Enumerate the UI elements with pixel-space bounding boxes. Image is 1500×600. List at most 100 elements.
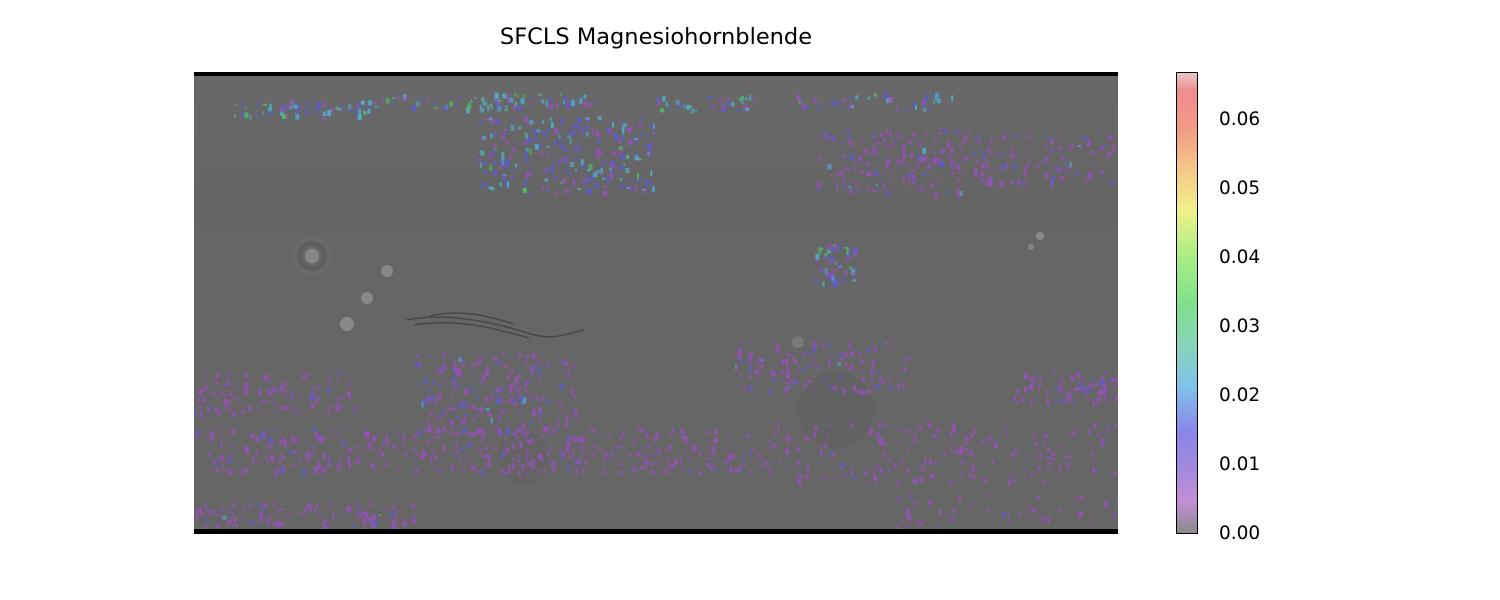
- abundance-pixel: [362, 512, 366, 515]
- abundance-pixel: [832, 453, 835, 455]
- abundance-pixel: [401, 435, 405, 441]
- abundance-pixel: [882, 138, 887, 143]
- abundance-pixel: [242, 469, 245, 473]
- abundance-pixel: [457, 368, 461, 373]
- abundance-pixel: [520, 397, 523, 403]
- abundance-pixel: [596, 154, 600, 159]
- abundance-pixel: [902, 144, 906, 151]
- abundance-pixel: [273, 401, 276, 406]
- abundance-pixel: [554, 140, 557, 146]
- abundance-pixel: [893, 464, 898, 469]
- abundance-pixel: [244, 390, 248, 395]
- abundance-pixel: [946, 105, 949, 109]
- abundance-pixel: [448, 407, 453, 410]
- abundance-pixel: [1004, 426, 1008, 429]
- abundance-pixel: [841, 356, 844, 361]
- abundance-pixel: [1057, 145, 1060, 148]
- abundance-pixel: [943, 128, 948, 133]
- abundance-pixel: [579, 445, 584, 449]
- abundance-pixel: [531, 464, 535, 470]
- abundance-pixel: [879, 132, 883, 137]
- abundance-pixel: [748, 385, 753, 392]
- abundance-pixel: [354, 503, 359, 506]
- abundance-pixel: [926, 164, 930, 169]
- abundance-pixel: [209, 407, 213, 411]
- abundance-pixel: [750, 470, 753, 472]
- abundance-pixel: [981, 477, 984, 480]
- abundance-pixel: [499, 419, 502, 422]
- abundance-pixel: [880, 379, 885, 384]
- abundance-pixel: [938, 509, 942, 515]
- abundance-pixel: [212, 459, 217, 464]
- abundance-pixel: [845, 168, 850, 171]
- abundance-pixel: [836, 101, 840, 107]
- abundance-pixel: [1027, 135, 1031, 139]
- abundance-pixel: [844, 362, 847, 367]
- abundance-pixel: [828, 423, 831, 428]
- abundance-pixel: [1112, 513, 1117, 517]
- abundance-pixel: [441, 427, 446, 431]
- abundance-pixel: [1009, 180, 1014, 184]
- abundance-pixel: [876, 466, 879, 469]
- abundance-pixel: [631, 465, 636, 472]
- abundance-pixel: [875, 173, 880, 175]
- abundance-pixel: [603, 469, 607, 475]
- abundance-pixel: [905, 508, 910, 515]
- abundance-pixel: [482, 135, 487, 140]
- abundance-pixel: [966, 136, 968, 140]
- abundance-pixel: [649, 151, 652, 158]
- abundance-pixel: [872, 359, 875, 363]
- abundance-pixel: [579, 99, 582, 103]
- abundance-pixel: [874, 465, 879, 468]
- abundance-pixel: [907, 162, 910, 167]
- abundance-pixel: [229, 454, 234, 457]
- abundance-pixel: [841, 463, 846, 468]
- abundance-pixel: [489, 117, 493, 121]
- abundance-pixel: [883, 450, 887, 457]
- abundance-pixel: [363, 432, 368, 438]
- abundance-pixel: [934, 191, 938, 198]
- abundance-pixel: [522, 183, 527, 186]
- abundance-pixel: [650, 141, 653, 146]
- abundance-pixel: [749, 374, 752, 380]
- abundance-pixel: [432, 452, 437, 455]
- abundance-pixel: [739, 359, 743, 364]
- abundance-pixel: [459, 96, 462, 99]
- abundance-pixel: [557, 139, 561, 142]
- abundance-pixel: [588, 92, 590, 95]
- abundance-pixel: [215, 373, 218, 379]
- abundance-pixel: [294, 104, 298, 109]
- abundance-pixel: [487, 105, 491, 111]
- abundance-pixel: [438, 469, 441, 474]
- abundance-pixel: [434, 418, 439, 421]
- abundance-pixel: [427, 427, 432, 433]
- abundance-pixel: [479, 104, 482, 108]
- abundance-pixel: [925, 133, 929, 136]
- abundance-pixel: [983, 478, 987, 484]
- abundance-pixel: [711, 446, 715, 452]
- abundance-pixel: [655, 432, 660, 439]
- abundance-pixel: [391, 523, 396, 530]
- abundance-pixel: [777, 352, 780, 356]
- abundance-pixel: [908, 357, 912, 360]
- abundance-pixel: [628, 139, 633, 146]
- abundance-pixel: [1114, 424, 1118, 428]
- abundance-pixel: [873, 384, 876, 389]
- abundance-pixel: [441, 410, 444, 417]
- abundance-pixel: [366, 111, 369, 114]
- abundance-pixel: [450, 422, 454, 428]
- abundance-pixel: [553, 461, 557, 464]
- abundance-pixel: [572, 409, 575, 413]
- abundance-pixel: [882, 183, 885, 189]
- abundance-pixel: [826, 272, 830, 277]
- abundance-pixel: [824, 253, 828, 258]
- abundance-pixel: [470, 386, 475, 392]
- abundance-pixel: [567, 103, 571, 109]
- abundance-pixel: [403, 520, 407, 526]
- abundance-pixel: [849, 97, 852, 102]
- abundance-pixel: [608, 433, 612, 436]
- abundance-pixel: [962, 138, 967, 143]
- abundance-pixel: [392, 96, 396, 99]
- abundance-pixel: [958, 132, 963, 136]
- abundance-pixel: [279, 468, 284, 474]
